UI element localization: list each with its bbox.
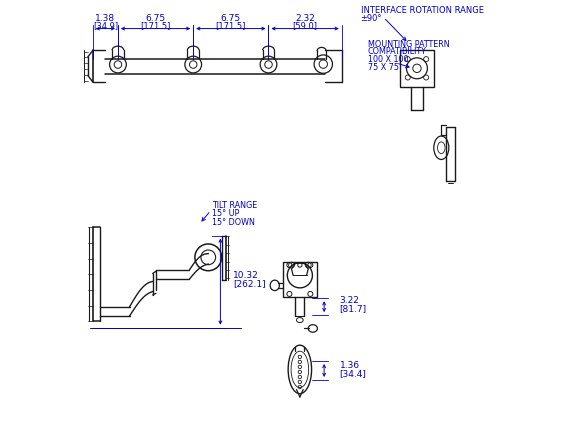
Bar (283, 262, 317, 297)
Text: [34.9]: [34.9] (93, 21, 118, 31)
Text: INTERFACE ROTATION RANGE: INTERFACE ROTATION RANGE (360, 6, 483, 15)
Text: 100 X 100: 100 X 100 (368, 56, 408, 64)
Text: [59.0]: [59.0] (293, 21, 318, 31)
Text: 3.22: 3.22 (339, 296, 360, 305)
Text: [171.5]: [171.5] (216, 21, 246, 31)
Text: COMPATIBILITY: COMPATIBILITY (368, 48, 427, 56)
Text: ±90°: ±90° (360, 14, 382, 24)
Text: 2.32: 2.32 (295, 13, 315, 23)
Text: TILT RANGE: TILT RANGE (212, 201, 257, 210)
Text: 10.32: 10.32 (233, 271, 259, 280)
Text: 1.38: 1.38 (96, 13, 115, 23)
Text: [81.7]: [81.7] (339, 304, 367, 313)
Text: [34.4]: [34.4] (339, 369, 367, 378)
Bar (401, 50, 434, 87)
Text: 6.75: 6.75 (146, 13, 166, 23)
Text: 15° UP: 15° UP (212, 209, 240, 218)
Text: 15° DOWN: 15° DOWN (212, 218, 255, 227)
Text: [262.1]: [262.1] (233, 279, 266, 288)
Text: [171.5]: [171.5] (141, 21, 171, 31)
Text: MOUNTING PATTERN: MOUNTING PATTERN (368, 40, 449, 48)
Text: 75 X 75: 75 X 75 (368, 64, 399, 72)
Text: 1.36: 1.36 (339, 360, 360, 370)
Text: 6.75: 6.75 (221, 13, 241, 23)
